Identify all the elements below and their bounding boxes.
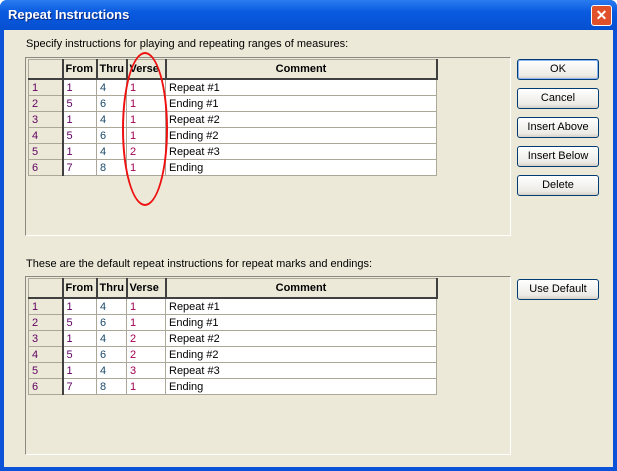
cell-thru[interactable]: 4: [96, 297, 127, 315]
column-header-comment[interactable]: Comment: [165, 278, 438, 299]
row-header[interactable]: 4: [28, 127, 64, 144]
row-header[interactable]: 3: [28, 330, 64, 347]
cell-verse[interactable]: 2: [126, 330, 166, 347]
cell-verse[interactable]: 2: [126, 346, 166, 363]
table-row[interactable]: 5 1 4 2 Repeat #3: [28, 143, 437, 160]
cell-verse[interactable]: 2: [126, 143, 166, 160]
cell-verse[interactable]: 1: [126, 95, 166, 112]
row-header[interactable]: 6: [28, 159, 64, 176]
cell-comment[interactable]: Repeat #1: [165, 78, 437, 96]
cell-comment[interactable]: Repeat #2: [165, 111, 437, 128]
column-header-verse[interactable]: Verse: [126, 59, 167, 80]
cell-verse[interactable]: 1: [126, 78, 166, 96]
row-header[interactable]: 6: [28, 378, 64, 395]
column-header-comment[interactable]: Comment: [165, 59, 438, 80]
row-header[interactable]: 3: [28, 111, 64, 128]
cell-thru[interactable]: 4: [96, 111, 127, 128]
default-instructions-grid[interactable]: From Thru Verse Comment 1 1 4 1 Repeat #1 2 5 6 1 End…: [25, 276, 511, 455]
table-row[interactable]: 3 1 4 2 Repeat #2: [28, 330, 437, 347]
table-row[interactable]: 4 5 6 1 Ending #2: [28, 127, 437, 144]
cell-from[interactable]: 1: [62, 78, 97, 96]
table-row[interactable]: 5 1 4 3 Repeat #3: [28, 362, 437, 379]
table-row[interactable]: 1 1 4 1 Repeat #1: [28, 78, 437, 96]
cell-thru[interactable]: 6: [96, 127, 127, 144]
row-header[interactable]: 1: [28, 78, 64, 96]
column-header-thru[interactable]: Thru: [96, 59, 128, 80]
column-header-verse[interactable]: Verse: [126, 278, 167, 299]
cell-from[interactable]: 1: [62, 362, 97, 379]
cell-verse[interactable]: 1: [126, 127, 166, 144]
title-bar[interactable]: Repeat Instructions ✕: [0, 0, 617, 30]
table-row[interactable]: 4 5 6 2 Ending #2: [28, 346, 437, 363]
cell-verse[interactable]: 1: [126, 378, 166, 395]
table-row[interactable]: 3 1 4 1 Repeat #2: [28, 111, 437, 128]
cell-from[interactable]: 5: [62, 95, 97, 112]
cell-comment[interactable]: Ending: [165, 378, 437, 395]
row-header[interactable]: 2: [28, 314, 64, 331]
cell-verse[interactable]: 3: [126, 362, 166, 379]
table-row[interactable]: 2 5 6 1 Ending #1: [28, 314, 437, 331]
cell-from[interactable]: 7: [62, 378, 97, 395]
row-header[interactable]: 5: [28, 362, 64, 379]
top-grid-label: Specify instructions for playing and rep…: [26, 38, 349, 50]
cell-thru[interactable]: 4: [96, 143, 127, 160]
cell-verse[interactable]: 1: [126, 159, 166, 176]
cell-thru[interactable]: 4: [96, 78, 127, 96]
insert-above-button[interactable]: Insert Above: [517, 117, 599, 138]
cell-comment[interactable]: Ending #2: [165, 346, 437, 363]
use-default-button[interactable]: Use Default: [517, 279, 599, 300]
insert-below-button[interactable]: Insert Below: [517, 146, 599, 167]
cell-thru[interactable]: 6: [96, 314, 127, 331]
cell-comment[interactable]: Ending #1: [165, 95, 437, 112]
cell-thru[interactable]: 6: [96, 95, 127, 112]
cell-verse[interactable]: 1: [126, 111, 166, 128]
cell-thru[interactable]: 4: [96, 330, 127, 347]
cell-from[interactable]: 1: [62, 111, 97, 128]
cell-thru[interactable]: 8: [96, 159, 127, 176]
cell-comment[interactable]: Repeat #3: [165, 362, 437, 379]
header-row: From Thru Verse Comment: [28, 59, 438, 80]
cell-verse[interactable]: 1: [126, 297, 166, 315]
row-header[interactable]: 2: [28, 95, 64, 112]
cell-comment[interactable]: Repeat #3: [165, 143, 437, 160]
cell-from[interactable]: 1: [62, 143, 97, 160]
row-header[interactable]: 4: [28, 346, 64, 363]
cell-thru[interactable]: 8: [96, 378, 127, 395]
cell-from[interactable]: 1: [62, 297, 97, 315]
column-header-corner[interactable]: [28, 59, 64, 80]
cell-comment[interactable]: Ending #2: [165, 127, 437, 144]
dialog-title: Repeat Instructions: [8, 7, 130, 22]
cell-from[interactable]: 7: [62, 159, 97, 176]
cell-from[interactable]: 5: [62, 346, 97, 363]
cell-verse[interactable]: 1: [126, 314, 166, 331]
bottom-grid-label: These are the default repeat instruction…: [26, 258, 373, 270]
table-row[interactable]: 6 7 8 1 Ending: [28, 159, 437, 176]
cell-comment[interactable]: Repeat #2: [165, 330, 437, 347]
cell-from[interactable]: 5: [62, 127, 97, 144]
ok-button[interactable]: OK: [517, 59, 599, 80]
row-header[interactable]: 5: [28, 143, 64, 160]
header-row: From Thru Verse Comment: [28, 278, 438, 299]
table-row[interactable]: 2 5 6 1 Ending #1: [28, 95, 437, 112]
table-row[interactable]: 1 1 4 1 Repeat #1: [28, 297, 437, 315]
row-header[interactable]: 1: [28, 297, 64, 315]
column-header-thru[interactable]: Thru: [96, 278, 128, 299]
table-row[interactable]: 6 7 8 1 Ending: [28, 378, 437, 395]
cell-from[interactable]: 1: [62, 330, 97, 347]
column-header-from[interactable]: From: [62, 59, 98, 80]
instructions-grid[interactable]: From Thru Verse Comment 1 1 4 1 Repeat #1 2 5 6 1 End…: [25, 57, 511, 236]
cell-thru[interactable]: 4: [96, 362, 127, 379]
delete-button[interactable]: Delete: [517, 175, 599, 196]
close-button[interactable]: ✕: [591, 5, 612, 26]
dialog-body: Specify instructions for playing and rep…: [4, 30, 613, 467]
cell-comment[interactable]: Repeat #1: [165, 297, 437, 315]
cell-comment[interactable]: Ending: [165, 159, 437, 176]
cell-thru[interactable]: 6: [96, 346, 127, 363]
cancel-button[interactable]: Cancel: [517, 88, 599, 109]
cell-comment[interactable]: Ending #1: [165, 314, 437, 331]
column-header-corner[interactable]: [28, 278, 64, 299]
cell-from[interactable]: 5: [62, 314, 97, 331]
column-header-from[interactable]: From: [62, 278, 98, 299]
